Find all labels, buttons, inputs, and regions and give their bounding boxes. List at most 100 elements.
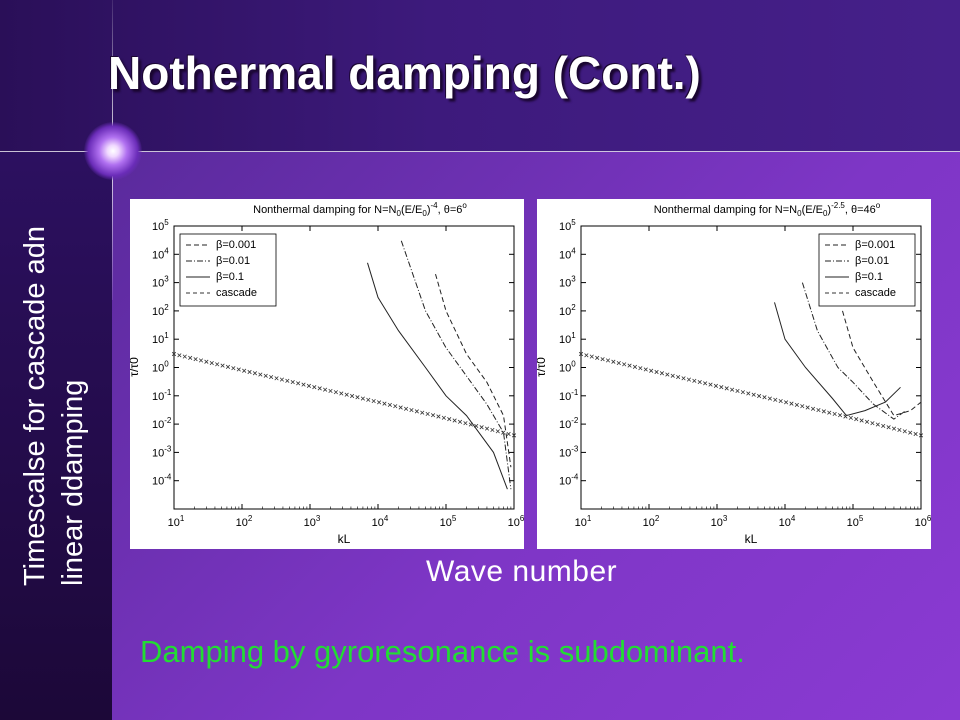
series-line-0 [435,273,512,468]
series-cascade-marker [616,360,621,366]
series-cascade-marker [387,402,392,407]
series-cascade-marker [296,381,301,386]
series-cascade-marker [676,374,681,380]
series-cascade-marker [589,354,594,359]
series-cascade-marker [468,422,473,427]
legend-box [179,233,277,307]
y-tick-label: 103 [152,275,169,290]
series-line-2 [774,302,901,417]
y-tick-label: 10-2 [559,416,579,431]
series-cascade-marker [274,376,279,381]
series-cascade-marker [447,417,452,422]
series-cascade-marker [837,413,843,418]
series-cascade-marker [393,404,398,409]
series-cascade-marker [279,377,285,382]
x-tick-label: 101 [168,514,185,529]
series-cascade-marker [670,373,675,378]
series-cascade-marker [188,355,193,360]
series-cascade-marker [703,381,708,386]
x-tick-label: 106 [915,514,931,529]
series-cascade-marker [220,363,225,368]
series-cascade-marker [511,433,517,438]
series-cascade-marker [891,426,897,431]
series-cascade-marker [317,386,322,391]
x-axis-label: kL [338,532,351,546]
slide-caption: Damping by gyroresonance is subdominant. [140,634,745,669]
y-tick-label: 10-3 [152,444,172,459]
x-tick-label: 103 [711,514,728,529]
series-cascade-marker [643,367,648,372]
series-cascade-marker [697,379,702,385]
series-cascade-marker [436,414,441,419]
series-cascade-marker [474,423,479,428]
slide-title: Nothermal damping (Cont.) [108,47,701,99]
series-cascade-marker [832,411,837,417]
series-cascade-marker [816,407,821,413]
series-cascade-marker [479,425,484,430]
y-tick-label: 100 [559,360,576,375]
series-cascade-marker [751,392,756,397]
series-cascade-marker [398,405,403,410]
series-cascade-marker [290,379,295,385]
x-tick-label: 104 [372,514,389,529]
series-cascade-marker [632,364,638,369]
series-cascade-marker [843,414,848,419]
x-tick-label: 106 [508,514,524,529]
series-line-0 [842,310,922,417]
series-cascade-marker [810,406,816,411]
series-cascade-marker [584,353,589,358]
series-cascade-marker [215,362,220,367]
legend-label: β=0.001 [855,239,895,251]
series-cascade-marker [773,397,778,402]
series-cascade-marker [746,391,751,396]
series-cascade-marker [897,427,902,433]
series-line-1 [400,240,512,490]
y-tick-label: 105 [559,218,576,233]
series-cascade-marker [382,401,387,406]
y-tick-label: 10-1 [152,388,172,403]
series-cascade-marker [854,417,859,422]
series-cascade-marker [724,386,729,391]
x-tick-label: 105 [440,514,457,529]
series-cascade-marker [848,415,853,420]
chart-title: Nonthermal damping for N=N0(E/E0)-4, θ=6… [253,201,467,218]
series-cascade-marker [312,385,317,390]
series-cascade-marker [263,373,268,378]
series-cascade-marker [789,401,794,406]
legend-label: β=0.01 [216,255,250,267]
y-axis-caption-line2: linear ddamping [57,379,89,586]
series-cascade-marker [193,357,198,362]
y-tick-label: 103 [559,275,576,290]
series-cascade-marker [827,410,832,415]
series-cascade-marker [403,406,409,411]
series-cascade-marker [708,382,713,387]
series-cascade-marker [864,419,870,424]
series-cascade-marker [344,392,349,397]
chart-right: Nonthermal damping for N=N0(E/E0)-2.5, θ… [537,199,931,549]
series-cascade-marker [578,351,584,357]
series-cascade-marker [713,383,719,388]
series-cascade-marker [659,371,665,376]
chart-left: Nonthermal damping for N=N0(E/E0)-4, θ=6… [130,199,524,549]
series-cascade-marker [501,430,506,435]
series-cascade-marker [783,400,789,405]
series-cascade-marker [236,367,241,372]
series-cascade-marker [301,382,306,387]
series-cascade-marker [654,369,659,375]
x-tick-label: 104 [779,514,796,529]
series-cascade-marker [376,400,382,405]
series-cascade-marker [719,385,724,390]
series-cascade-marker [622,362,627,367]
legend-label: cascade [855,287,896,299]
legend-label: β=0.001 [216,239,256,251]
y-axis-label: τ/τ0 [130,357,141,377]
series-cascade-marker [247,369,252,375]
y-tick-label: 10-2 [152,416,172,431]
series-cascade-marker [686,377,692,382]
series-cascade-marker [225,364,231,369]
series-cascade-marker [913,431,918,437]
series-cascade-marker [269,374,274,380]
series-cascade-marker [881,423,886,428]
series-cascade-marker [611,359,616,364]
series-cascade-marker [242,368,247,373]
